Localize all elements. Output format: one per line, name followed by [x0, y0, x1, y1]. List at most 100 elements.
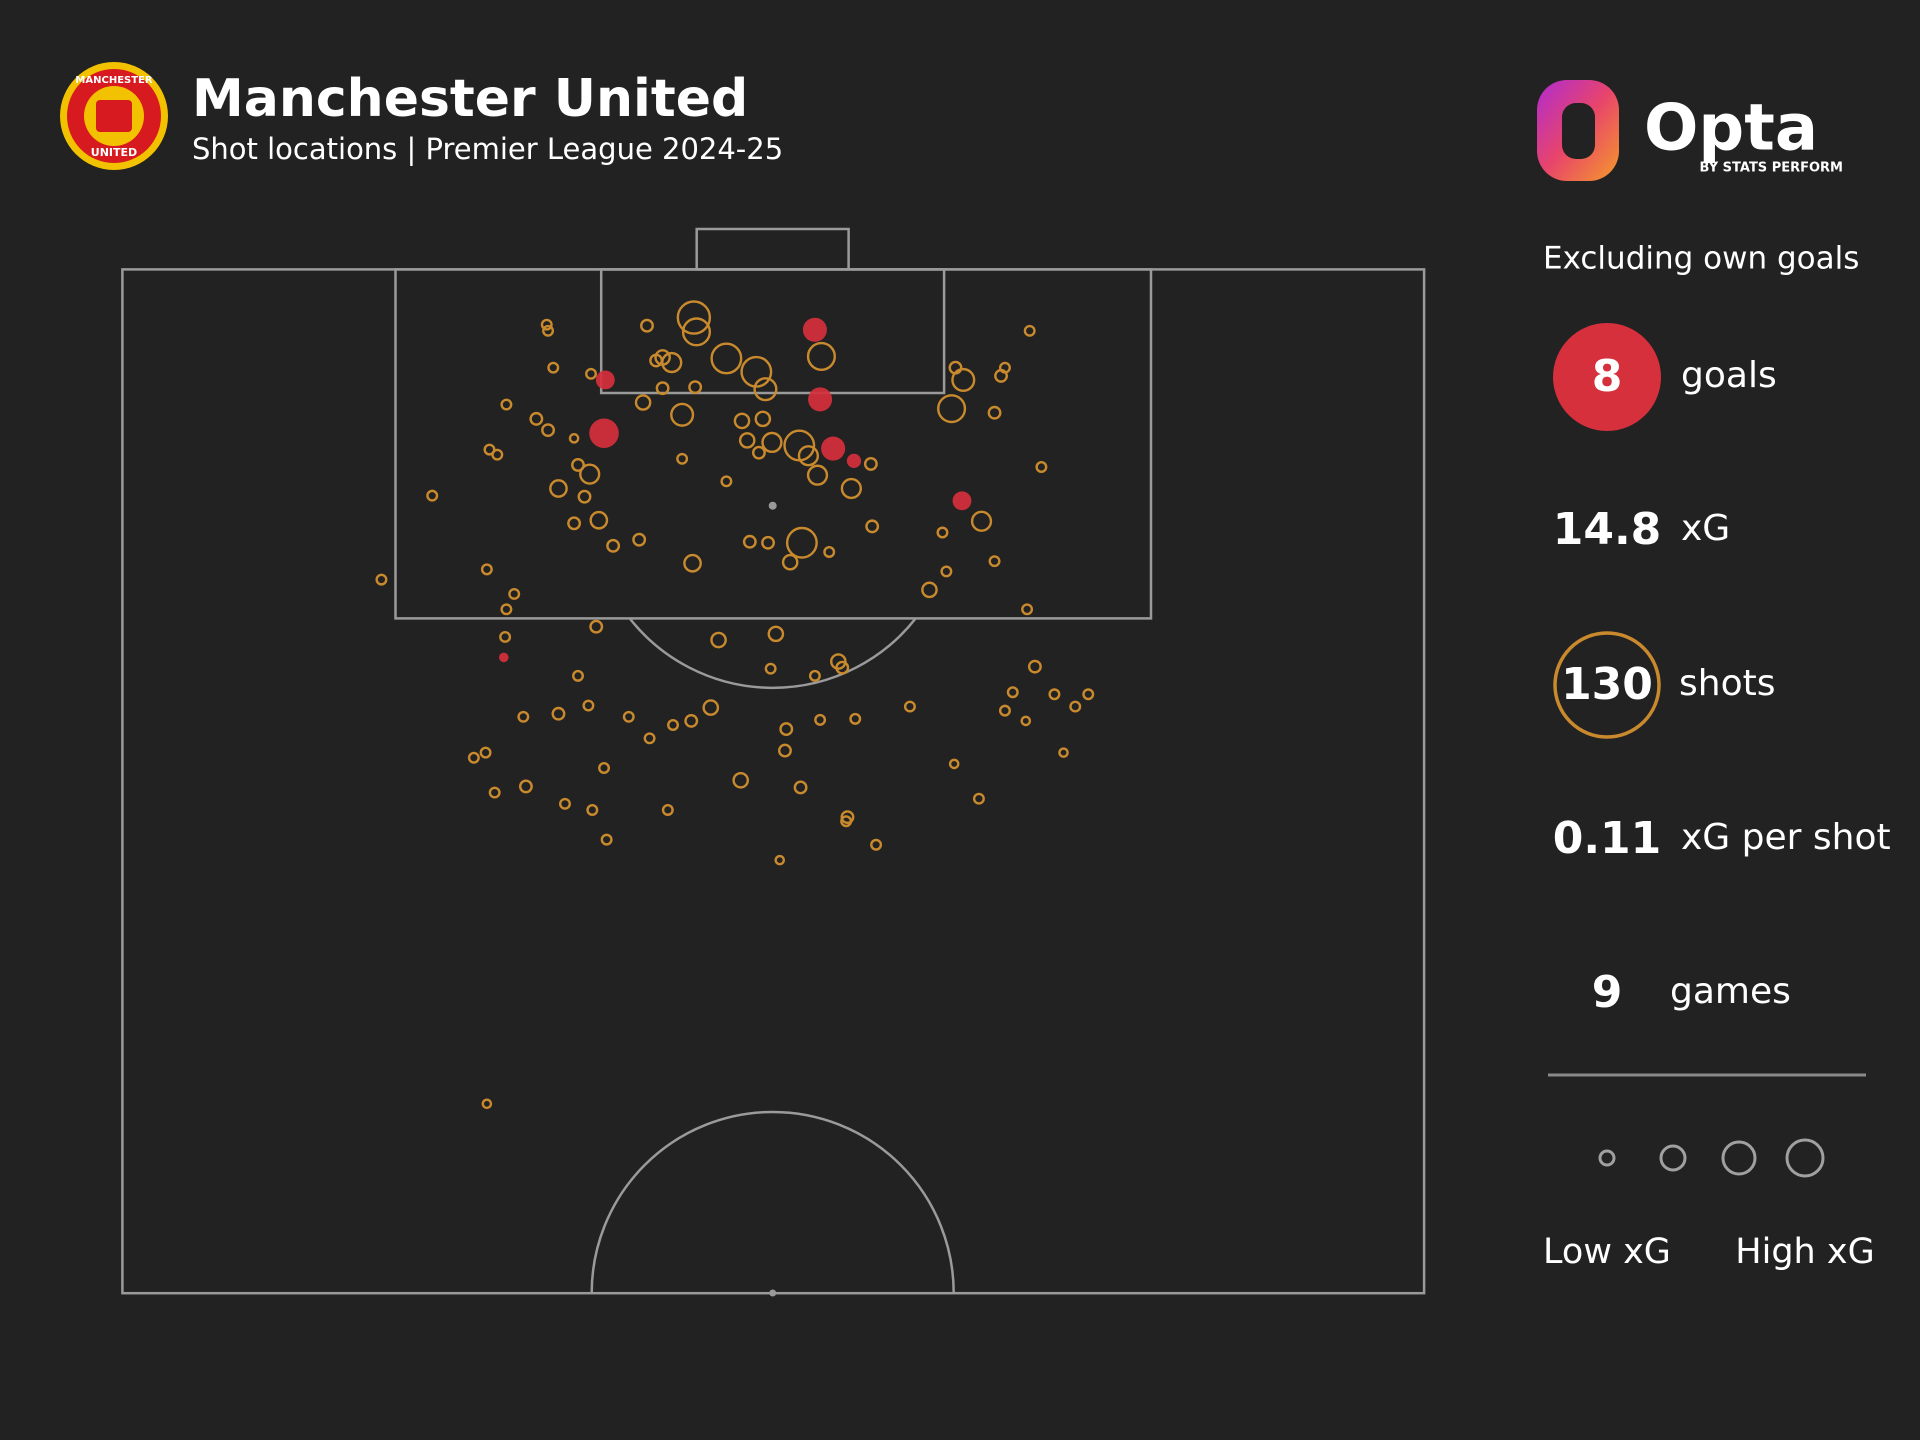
shot — [667, 719, 679, 731]
shot — [840, 477, 862, 500]
shot — [870, 838, 883, 851]
shot — [761, 431, 783, 454]
shot — [684, 713, 699, 728]
shot — [998, 704, 1011, 717]
shot — [761, 535, 775, 550]
shot — [793, 780, 808, 795]
centre-spot — [769, 1289, 777, 1297]
shot — [720, 475, 733, 488]
shot — [549, 479, 568, 498]
shot — [676, 452, 689, 465]
shot — [375, 573, 388, 586]
stat-label: xG — [1681, 508, 1730, 549]
penalty-spot — [768, 501, 777, 510]
shot — [579, 463, 601, 485]
shot — [1035, 461, 1048, 473]
shot — [998, 361, 1011, 374]
shot — [814, 713, 827, 726]
shot — [529, 411, 544, 426]
stat-label: shots — [1679, 663, 1775, 704]
shot — [551, 706, 566, 721]
brand-name: Opta — [1644, 92, 1818, 166]
crest-top: MANCHESTER — [75, 75, 152, 86]
shots — [375, 300, 1095, 1110]
chart-title: Manchester United — [192, 69, 748, 129]
shot — [540, 318, 553, 331]
shot — [781, 553, 799, 571]
shot — [710, 342, 743, 375]
shot — [903, 700, 916, 713]
shot — [764, 662, 777, 675]
shot — [806, 341, 836, 371]
shot — [500, 398, 513, 411]
shot — [710, 631, 727, 649]
stat-label: goals — [1681, 355, 1777, 396]
shot — [1069, 700, 1082, 713]
shot — [572, 669, 584, 682]
shot — [568, 433, 580, 444]
shot — [806, 464, 829, 486]
goal-shot — [589, 418, 619, 448]
shot — [640, 318, 654, 333]
shot — [1027, 659, 1042, 674]
shot — [426, 489, 439, 502]
shot — [797, 445, 820, 467]
brand-sub: BY STATS PERFORM — [1700, 161, 1843, 176]
shot — [589, 510, 609, 530]
shot — [1023, 324, 1036, 337]
goal-shot — [499, 652, 509, 663]
goal-shot — [808, 387, 833, 412]
crest-bottom: UNITED — [91, 146, 137, 159]
size-legend — [1598, 1138, 1825, 1178]
goal-shot — [846, 453, 862, 468]
pitch — [121, 227, 1426, 1295]
shot — [702, 699, 720, 716]
shot — [567, 516, 582, 531]
shot — [577, 489, 592, 504]
chart-subtitle: Shot locations | Premier League 2024-25 — [192, 132, 783, 166]
shot — [779, 722, 794, 737]
shot — [676, 300, 712, 335]
shot — [785, 526, 818, 559]
shot — [865, 519, 880, 534]
shot — [491, 448, 504, 461]
shot — [774, 854, 786, 866]
shot — [863, 456, 878, 471]
goal-shot — [802, 317, 827, 342]
shot — [688, 380, 703, 395]
shot — [738, 432, 756, 449]
shot — [936, 526, 949, 539]
shot — [606, 538, 621, 553]
shot — [754, 410, 772, 428]
shot — [508, 587, 521, 600]
shot — [937, 394, 967, 424]
shot — [622, 710, 635, 723]
shot — [547, 361, 560, 374]
shot — [643, 732, 656, 745]
stats: 8 goals 14.8 xG 130 shots 0.11 xG per shot 9 game… — [1553, 351, 1891, 1018]
shot — [589, 619, 604, 634]
shot — [655, 381, 670, 396]
shot — [681, 317, 712, 347]
shot — [733, 412, 751, 430]
legend-high: High xG — [1735, 1232, 1874, 1272]
club-crest: MANCHESTER UNITED — [60, 62, 168, 170]
shot — [600, 833, 613, 846]
brand-logo: Opta BY STATS PERFORM — [1537, 80, 1843, 181]
shot — [987, 405, 1002, 420]
shot — [767, 625, 785, 643]
shot — [808, 669, 821, 682]
shot — [1048, 688, 1061, 701]
shot — [1006, 686, 1019, 699]
stat-value: 130 — [1561, 659, 1653, 710]
shot — [970, 510, 993, 532]
stat-value: 14.8 — [1553, 504, 1662, 555]
goals-badge — [1553, 323, 1661, 431]
goal-shot — [821, 436, 846, 461]
shots-badge — [1553, 631, 1661, 739]
shot — [823, 545, 836, 558]
shot — [661, 803, 674, 816]
shot — [840, 815, 853, 828]
stat-value: 0.11 — [1553, 813, 1662, 864]
shot — [481, 1098, 493, 1110]
